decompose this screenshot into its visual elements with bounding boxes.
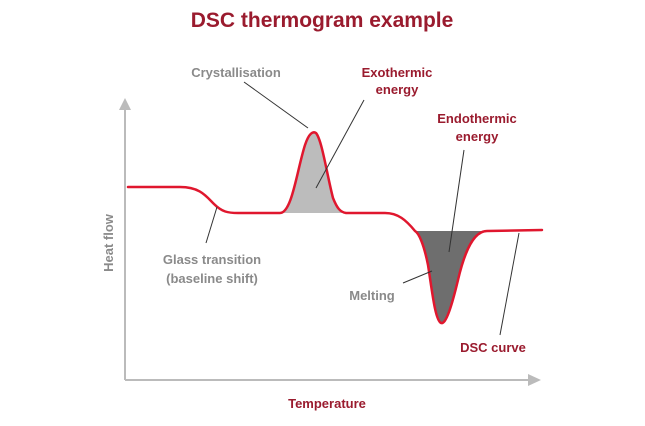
exothermic-label-line2: energy bbox=[376, 82, 419, 97]
crystallisation-label: Crystallisation bbox=[191, 65, 281, 80]
exothermic-area bbox=[280, 132, 346, 213]
dsc-curve-line bbox=[126, 131, 544, 325]
diagram-title: DSC thermogram example bbox=[191, 9, 454, 32]
glass-pointer bbox=[205, 206, 218, 244]
x-axis-label: Temperature bbox=[288, 396, 366, 411]
exothermic-pointer bbox=[315, 99, 365, 189]
melting-pointer bbox=[402, 270, 433, 284]
endothermic-label-line1: Endothermic bbox=[437, 111, 516, 126]
exothermic-label-line1: Exothermic bbox=[362, 65, 433, 80]
dsc-curve-pointer bbox=[499, 232, 520, 336]
crystallisation-pointer bbox=[243, 81, 309, 129]
x-axis-arrow bbox=[528, 374, 541, 386]
y-axis-label: Heat flow bbox=[101, 213, 116, 272]
axes bbox=[119, 98, 541, 386]
endothermic-pointer bbox=[448, 149, 465, 253]
dsc-curve-label: DSC curve bbox=[460, 340, 526, 355]
glass-transition-label-line2: (baseline shift) bbox=[166, 271, 258, 286]
glass-transition-label-line1: Glass transition bbox=[163, 252, 261, 267]
endothermic-label-line2: energy bbox=[456, 129, 499, 144]
melting-label: Melting bbox=[349, 288, 395, 303]
y-axis-arrow bbox=[119, 98, 131, 110]
annotation-lines bbox=[205, 81, 520, 336]
endothermic-area bbox=[415, 231, 487, 324]
